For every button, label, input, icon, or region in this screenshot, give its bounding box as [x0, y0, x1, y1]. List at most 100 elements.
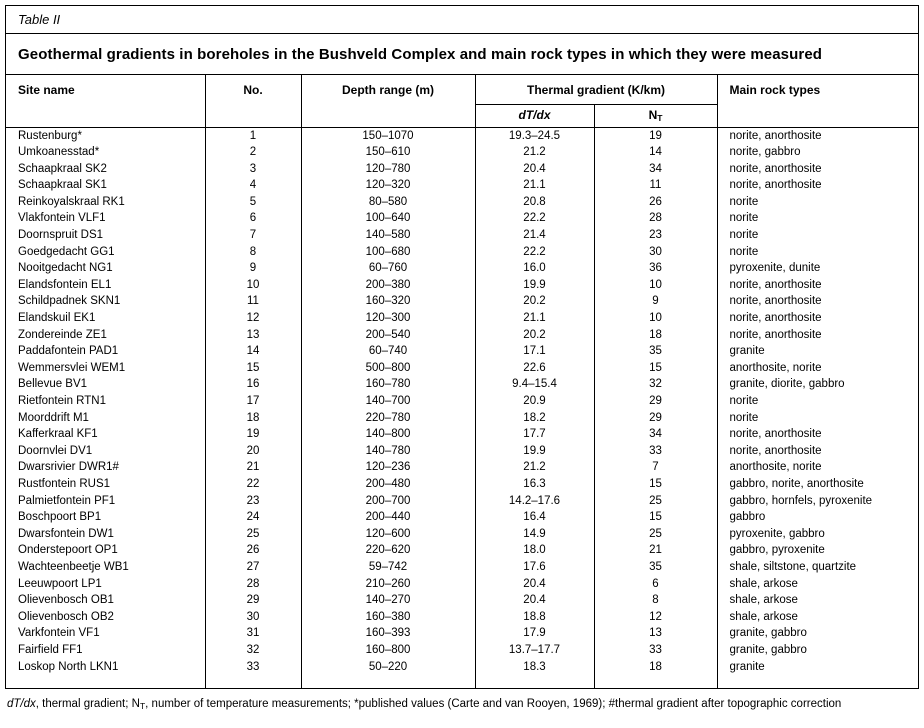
col-header-no: No.: [204, 75, 301, 128]
cell-dtdx: 22.2: [474, 210, 594, 228]
cell-dtdx: 17.6: [474, 558, 594, 576]
cell-site-name: Schildpadnek SKN1: [18, 295, 121, 308]
cell-rock-types: norite, gabbro: [716, 144, 918, 161]
cell-no: 13: [204, 326, 301, 344]
cell-no: 31: [204, 625, 301, 642]
cell-depth-range: 120–600: [300, 525, 475, 543]
cell-nt: 21: [593, 542, 717, 559]
footnote: dT/dx, thermal gradient; NT, number of t…: [7, 698, 842, 711]
cell-no: 27: [204, 558, 301, 576]
cell-dtdx: 21.1: [474, 310, 594, 327]
table-row: Varkfontein VF1 31 160–393 17.9 13 granite, g…: [6, 625, 918, 642]
cell-rock-types: granite, gabbro: [716, 625, 918, 642]
header-row-sub: dT/dx NT: [6, 104, 918, 128]
cell-no: 3: [204, 160, 301, 178]
cell-depth-range: 210–260: [300, 575, 475, 593]
cell-site-name: Wachteenbeetje WB1: [18, 560, 129, 573]
cell-rock-types: norite, anorthosite: [716, 276, 918, 294]
col-subheader-nt: NT: [593, 104, 717, 128]
cell-rock-types: gabbro: [716, 509, 918, 526]
cell-site-name: Leeuwpoort LP1: [18, 577, 102, 590]
cell-rock-types: norite, anorthosite: [716, 442, 918, 460]
table-row: Palmietfontein PF1 23 200–700 14.2–17.6 25 ga…: [6, 492, 918, 510]
cell-nt: 33: [593, 442, 717, 460]
col-subheader-dtdx: dT/dx: [474, 104, 594, 128]
cell-depth-range: 120–320: [300, 177, 475, 194]
cell-no: 11: [204, 293, 301, 311]
table-container: Table II Geothermal gradients in borehol…: [5, 5, 919, 690]
table-row: Doornvlei DV1 20 140–780 19.9 33 norite, anor…: [6, 442, 918, 460]
table-row: Goedgedacht GG1 8 100–680 22.2 30 norite: [6, 243, 918, 261]
cell-depth-range: 140–580: [300, 227, 475, 244]
cell-no: 20: [204, 442, 301, 460]
cell-no: 15: [204, 359, 301, 377]
col-header-site-name: Site name: [6, 75, 205, 128]
cell-depth-range: 200–700: [300, 492, 475, 510]
cell-site-name: Zondereinde ZE1: [18, 328, 107, 341]
cell-nt: 15: [593, 475, 717, 493]
cell-rock-types: anorthosite, norite: [716, 359, 918, 377]
cell-site-name: Varkfontein VF1: [18, 627, 100, 640]
cell-depth-range: 100–640: [300, 210, 475, 228]
table-body: Rustenburg* 1 150–1070 19.3–24.5 19 norite, a…: [6, 127, 918, 689]
cell-site-name: Reinkoyalskraal RK1: [18, 195, 125, 208]
table-row: Bellevue BV1 16 160–780 9.4–15.4 32 granite, …: [6, 376, 918, 393]
cell-nt: 8: [593, 592, 717, 609]
cell-site-name: Nooitgedacht NG1: [18, 262, 113, 275]
cell-nt: 19: [593, 127, 717, 145]
filler-cell: [300, 675, 475, 689]
cell-no: 10: [204, 276, 301, 294]
cell-depth-range: 140–780: [300, 442, 475, 460]
cell-rock-types: pyroxenite, dunite: [716, 260, 918, 277]
table-row: Moorddrift M1 18 220–780 18.2 29 norite: [6, 409, 918, 427]
cell-rock-types: shale, siltstone, quartzite: [716, 558, 918, 576]
table-row: Kafferkraal KF1 19 140–800 17.7 34 norite, an…: [6, 426, 918, 443]
table-row: Olievenbosch OB1 29 140–270 20.4 8 shale, ark…: [6, 592, 918, 609]
cell-site-name: Bellevue BV1: [18, 378, 88, 391]
filler-cell: [716, 675, 918, 689]
filler-cell: [204, 675, 301, 689]
cell-site-name: Umkoanesstad*: [18, 146, 100, 159]
cell-depth-range: 120–780: [300, 160, 475, 178]
cell-nt: 28: [593, 210, 717, 228]
cell-nt: 30: [593, 243, 717, 261]
cell-depth-range: 200–380: [300, 276, 475, 294]
cell-nt: 36: [593, 260, 717, 277]
cell-site-name: Schaapkraal SK1: [18, 179, 107, 192]
cell-no: 28: [204, 575, 301, 593]
cell-rock-types: norite, anorthosite: [716, 127, 918, 145]
cell-rock-types: gabbro, pyroxenite: [716, 542, 918, 559]
cell-depth-range: 200–540: [300, 326, 475, 344]
table-row: Zondereinde ZE1 13 200–540 20.2 18 norite, an…: [6, 326, 918, 344]
cell-dtdx: 19.9: [474, 276, 594, 294]
cell-dtdx: 13.7–17.7: [474, 641, 594, 659]
table-row: Leeuwpoort LP1 28 210–260 20.4 6 shale, arkos…: [6, 575, 918, 593]
cell-nt: 9: [593, 293, 717, 311]
cell-no: 33: [204, 658, 301, 676]
cell-rock-types: norite: [716, 243, 918, 261]
table-row: Nooitgedacht NG1 9 60–760 16.0 36 pyroxenite,…: [6, 260, 918, 277]
table-row: Dwarsfontein DW1 25 120–600 14.9 25 pyroxenit…: [6, 525, 918, 543]
cell-depth-range: 160–393: [300, 625, 475, 642]
table-row: Fairfield FF1 32 160–800 13.7–17.7 33 granite…: [6, 641, 918, 659]
table-header: Site name No. Depth range (m) Thermal gr…: [6, 75, 918, 128]
cell-nt: 25: [593, 492, 717, 510]
cell-rock-types: pyroxenite, gabbro: [716, 525, 918, 543]
cell-dtdx: 19.9: [474, 442, 594, 460]
cell-site-name: Elandsfontein EL1: [18, 278, 112, 291]
cell-no: 32: [204, 641, 301, 659]
cell-nt: 6: [593, 575, 717, 593]
cell-dtdx: 20.8: [474, 193, 594, 211]
cell-rock-types: norite, anorthosite: [716, 326, 918, 344]
table-row: Dwarsrivier DWR1# 21 120–236 21.2 7 anorthosi…: [6, 459, 918, 476]
cell-depth-range: 60–740: [300, 343, 475, 360]
cell-depth-range: 220–780: [300, 409, 475, 427]
cell-nt: 35: [593, 558, 717, 576]
table-row: Doornspruit DS1 7 140–580 21.4 23 norite: [6, 227, 918, 244]
table-row: Rietfontein RTN1 17 140–700 20.9 29 norite: [6, 393, 918, 410]
table-row: Boschpoort BP1 24 200–440 16.4 15 gabbro: [6, 509, 918, 526]
cell-dtdx: 18.2: [474, 409, 594, 427]
cell-site-name: Fairfield FF1: [18, 643, 83, 656]
cell-site-name: Doornvlei DV1: [18, 444, 93, 457]
cell-depth-range: 200–440: [300, 509, 475, 526]
